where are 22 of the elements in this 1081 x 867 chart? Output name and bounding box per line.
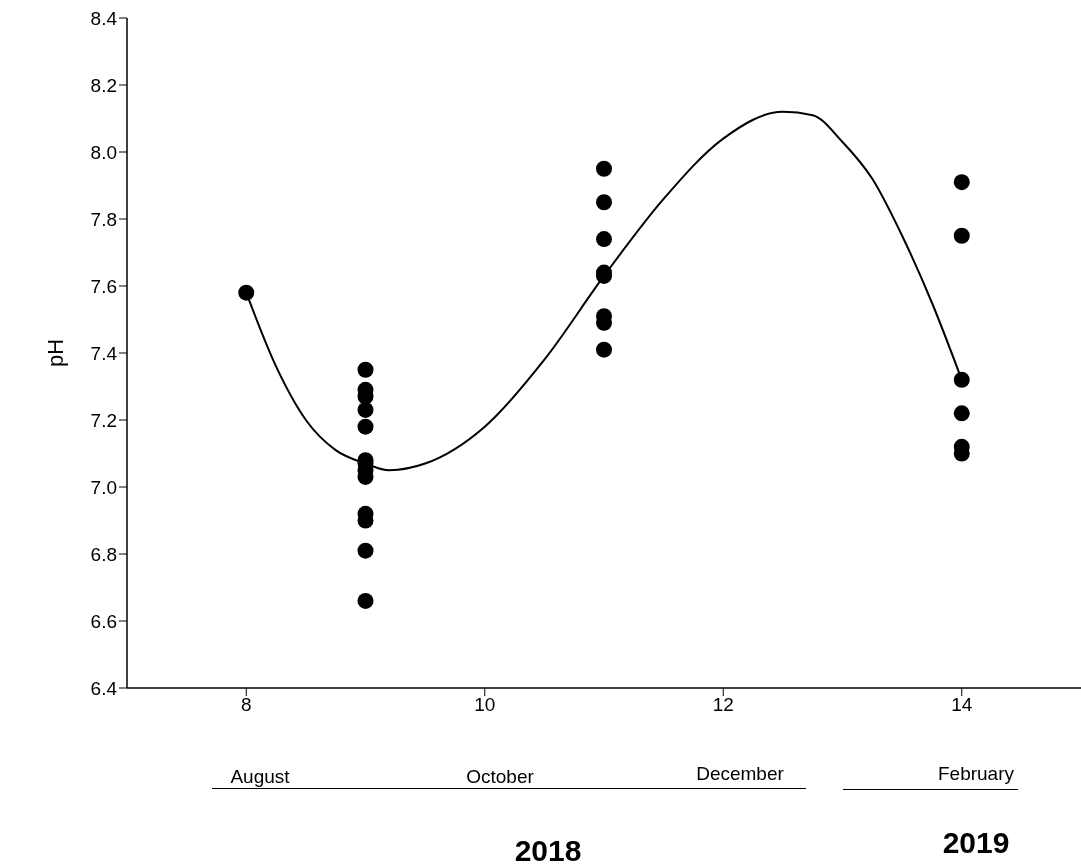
- y-tick-label: 6.6: [90, 610, 117, 632]
- text: 2018: [514, 834, 582, 867]
- y-tick-label: 8.2: [90, 74, 117, 96]
- x-tick-label: 14: [951, 694, 973, 716]
- y-axis-title: pH: [42, 338, 68, 368]
- text: August: [230, 766, 290, 788]
- y-tick-label: 7.6: [90, 275, 117, 297]
- y-tick-label: 6.4: [90, 677, 118, 699]
- x-tick-label: 10: [474, 694, 496, 716]
- text: 2019: [942, 826, 1010, 860]
- y-tick-label: 7.0: [90, 476, 117, 498]
- y-tick-label: 6.8: [90, 543, 117, 565]
- y-tick-label: 7.2: [90, 409, 117, 431]
- text: February: [937, 763, 1015, 785]
- x-tick-label: 12: [712, 694, 734, 716]
- y-tick-label: 8.4: [90, 7, 118, 29]
- y-tick-label: 7.4: [90, 342, 118, 364]
- text: December: [696, 763, 784, 785]
- x-tick-label: 8: [240, 694, 252, 716]
- y-tick-label: 8.0: [90, 141, 117, 163]
- text: October: [466, 766, 534, 788]
- y-tick-label: 7.8: [90, 208, 117, 230]
